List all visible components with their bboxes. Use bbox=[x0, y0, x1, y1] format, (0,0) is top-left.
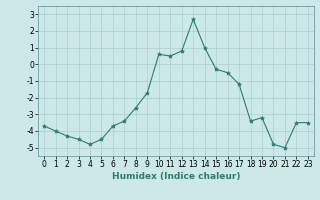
X-axis label: Humidex (Indice chaleur): Humidex (Indice chaleur) bbox=[112, 172, 240, 181]
